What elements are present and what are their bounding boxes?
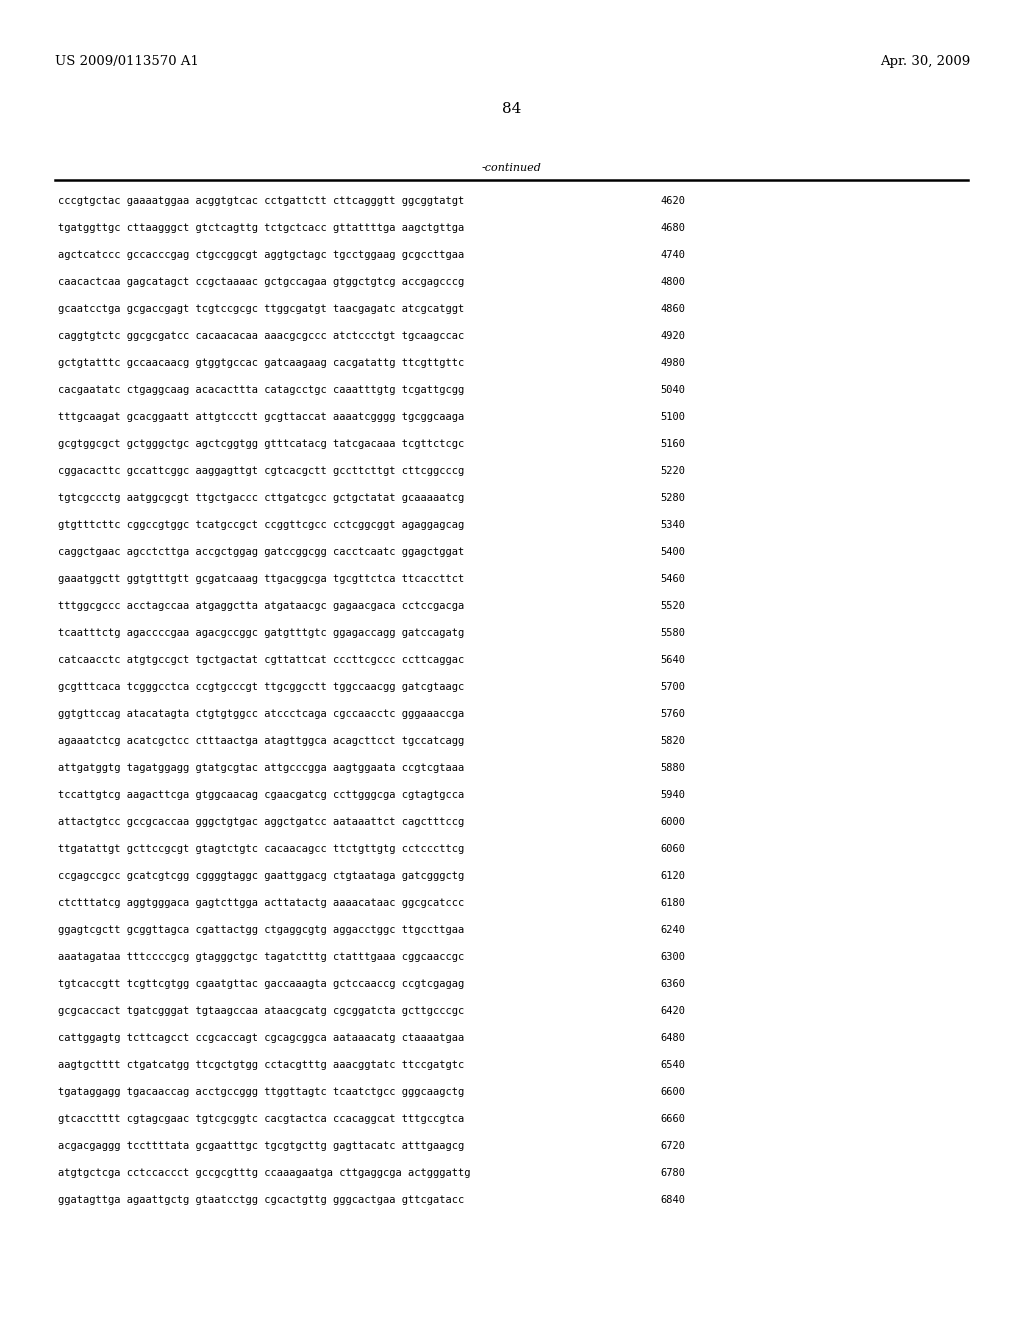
Text: 4620: 4620 (660, 195, 685, 206)
Text: ttgatattgt gcttccgcgt gtagtctgtc cacaacagcc ttctgttgtg cctcccttcg: ttgatattgt gcttccgcgt gtagtctgtc cacaaca… (58, 843, 464, 854)
Text: 5400: 5400 (660, 546, 685, 557)
Text: agaaatctcg acatcgctcc ctttaactga atagttggca acagcttcct tgccatcagg: agaaatctcg acatcgctcc ctttaactga atagttg… (58, 737, 464, 746)
Text: attactgtcc gccgcaccaa gggctgtgac aggctgatcc aataaattct cagctttccg: attactgtcc gccgcaccaa gggctgtgac aggctga… (58, 817, 464, 828)
Text: ggagtcgctt gcggttagca cgattactgg ctgaggcgtg aggacctggc ttgccttgaa: ggagtcgctt gcggttagca cgattactgg ctgaggc… (58, 925, 464, 935)
Text: 6540: 6540 (660, 1060, 685, 1071)
Text: 6720: 6720 (660, 1140, 685, 1151)
Text: tttgcaagat gcacggaatt attgtccctt gcgttaccat aaaatcgggg tgcggcaaga: tttgcaagat gcacggaatt attgtccctt gcgttac… (58, 412, 464, 422)
Text: ctctttatcg aggtgggaca gagtcttgga acttatactg aaaacataac ggcgcatccc: ctctttatcg aggtgggaca gagtcttgga acttata… (58, 898, 464, 908)
Text: caggctgaac agcctcttga accgctggag gatccggcgg cacctcaatc ggagctggat: caggctgaac agcctcttga accgctggag gatccgg… (58, 546, 464, 557)
Text: tgtcaccgtt tcgttcgtgg cgaatgttac gaccaaagta gctccaaccg ccgtcgagag: tgtcaccgtt tcgttcgtgg cgaatgttac gaccaaa… (58, 979, 464, 989)
Text: tccattgtcg aagacttcga gtggcaacag cgaacgatcg ccttgggcga cgtagtgcca: tccattgtcg aagacttcga gtggcaacag cgaacga… (58, 789, 464, 800)
Text: 5280: 5280 (660, 492, 685, 503)
Text: 5100: 5100 (660, 412, 685, 422)
Text: 5940: 5940 (660, 789, 685, 800)
Text: ggatagttga agaattgctg gtaatcctgg cgcactgttg gggcactgaa gttcgatacc: ggatagttga agaattgctg gtaatcctgg cgcactg… (58, 1195, 464, 1205)
Text: acgacgaggg tccttttata gcgaatttgc tgcgtgcttg gagttacatc atttgaagcg: acgacgaggg tccttttata gcgaatttgc tgcgtgc… (58, 1140, 464, 1151)
Text: cacgaatatc ctgaggcaag acacacttta catagcctgc caaatttgtg tcgattgcgg: cacgaatatc ctgaggcaag acacacttta catagcc… (58, 385, 464, 395)
Text: cccgtgctac gaaaatggaa acggtgtcac cctgattctt cttcagggtt ggcggtatgt: cccgtgctac gaaaatggaa acggtgtcac cctgatt… (58, 195, 464, 206)
Text: attgatggtg tagatggagg gtatgcgtac attgcccgga aagtggaata ccgtcgtaaa: attgatggtg tagatggagg gtatgcgtac attgccc… (58, 763, 464, 774)
Text: 6480: 6480 (660, 1034, 685, 1043)
Text: US 2009/0113570 A1: US 2009/0113570 A1 (55, 55, 199, 69)
Text: 5880: 5880 (660, 763, 685, 774)
Text: cggacacttc gccattcggc aaggagttgt cgtcacgctt gccttcttgt cttcggcccg: cggacacttc gccattcggc aaggagttgt cgtcacg… (58, 466, 464, 477)
Text: 6780: 6780 (660, 1168, 685, 1177)
Text: 5700: 5700 (660, 682, 685, 692)
Text: 5340: 5340 (660, 520, 685, 531)
Text: Apr. 30, 2009: Apr. 30, 2009 (880, 55, 970, 69)
Text: ggtgttccag atacatagta ctgtgtggcc atccctcaga cgccaacctc gggaaaccga: ggtgttccag atacatagta ctgtgtggcc atccctc… (58, 709, 464, 719)
Text: tgtcgccctg aatggcgcgt ttgctgaccc cttgatcgcc gctgctatat gcaaaaatcg: tgtcgccctg aatggcgcgt ttgctgaccc cttgatc… (58, 492, 464, 503)
Text: gcgtttcaca tcgggcctca ccgtgcccgt ttgcggcctt tggccaacgg gatcgtaagc: gcgtttcaca tcgggcctca ccgtgcccgt ttgcggc… (58, 682, 464, 692)
Text: 5520: 5520 (660, 601, 685, 611)
Text: caggtgtctc ggcgcgatcc cacaacacaa aaacgcgccc atctccctgt tgcaagccac: caggtgtctc ggcgcgatcc cacaacacaa aaacgcg… (58, 331, 464, 341)
Text: 6180: 6180 (660, 898, 685, 908)
Text: 6060: 6060 (660, 843, 685, 854)
Text: 6300: 6300 (660, 952, 685, 962)
Text: 5760: 5760 (660, 709, 685, 719)
Text: -continued: -continued (482, 162, 542, 173)
Text: 6360: 6360 (660, 979, 685, 989)
Text: 5040: 5040 (660, 385, 685, 395)
Text: 6660: 6660 (660, 1114, 685, 1125)
Text: 5460: 5460 (660, 574, 685, 583)
Text: 4680: 4680 (660, 223, 685, 234)
Text: 4920: 4920 (660, 331, 685, 341)
Text: 5640: 5640 (660, 655, 685, 665)
Text: tcaatttctg agaccccgaa agacgccggc gatgtttgtc ggagaccagg gatccagatg: tcaatttctg agaccccgaa agacgccggc gatgttt… (58, 628, 464, 638)
Text: cattggagtg tcttcagcct ccgcaccagt cgcagcggca aataaacatg ctaaaatgaa: cattggagtg tcttcagcct ccgcaccagt cgcagcg… (58, 1034, 464, 1043)
Text: 6240: 6240 (660, 925, 685, 935)
Text: tgatggttgc cttaagggct gtctcagttg tctgctcacc gttattttga aagctgttga: tgatggttgc cttaagggct gtctcagttg tctgctc… (58, 223, 464, 234)
Text: gtcacctttt cgtagcgaac tgtcgcggtc cacgtactca ccacaggcat tttgccgtca: gtcacctttt cgtagcgaac tgtcgcggtc cacgtac… (58, 1114, 464, 1125)
Text: aaatagataa tttccccgcg gtagggctgc tagatctttg ctatttgaaa cggcaaccgc: aaatagataa tttccccgcg gtagggctgc tagatct… (58, 952, 464, 962)
Text: tttggcgccc acctagccaa atgaggctta atgataacgc gagaacgaca cctccgacga: tttggcgccc acctagccaa atgaggctta atgataa… (58, 601, 464, 611)
Text: gaaatggctt ggtgtttgtt gcgatcaaag ttgacggcga tgcgttctca ttcaccttct: gaaatggctt ggtgtttgtt gcgatcaaag ttgacgg… (58, 574, 464, 583)
Text: aagtgctttt ctgatcatgg ttcgctgtgg cctacgtttg aaacggtatc ttccgatgtc: aagtgctttt ctgatcatgg ttcgctgtgg cctacgt… (58, 1060, 464, 1071)
Text: gcgtggcgct gctgggctgc agctcggtgg gtttcatacg tatcgacaaa tcgttctcgc: gcgtggcgct gctgggctgc agctcggtgg gtttcat… (58, 440, 464, 449)
Text: 6000: 6000 (660, 817, 685, 828)
Text: atgtgctcga cctccaccct gccgcgtttg ccaaagaatga cttgaggcga actgggattg: atgtgctcga cctccaccct gccgcgtttg ccaaaga… (58, 1168, 470, 1177)
Text: gcgcaccact tgatcgggat tgtaagccaa ataacgcatg cgcggatcta gcttgcccgc: gcgcaccact tgatcgggat tgtaagccaa ataacgc… (58, 1006, 464, 1016)
Text: gctgtatttc gccaacaacg gtggtgccac gatcaagaag cacgatattg ttcgttgttc: gctgtatttc gccaacaacg gtggtgccac gatcaag… (58, 358, 464, 368)
Text: 6420: 6420 (660, 1006, 685, 1016)
Text: 6600: 6600 (660, 1086, 685, 1097)
Text: 6840: 6840 (660, 1195, 685, 1205)
Text: ccgagccgcc gcatcgtcgg cggggtaggc gaattggacg ctgtaataga gatcgggctg: ccgagccgcc gcatcgtcgg cggggtaggc gaattgg… (58, 871, 464, 880)
Text: 5820: 5820 (660, 737, 685, 746)
Text: catcaacctc atgtgccgct tgctgactat cgttattcat cccttcgccc ccttcaggac: catcaacctc atgtgccgct tgctgactat cgttatt… (58, 655, 464, 665)
Text: 5220: 5220 (660, 466, 685, 477)
Text: agctcatccc gccacccgag ctgccggcgt aggtgctagc tgcctggaag gcgccttgaa: agctcatccc gccacccgag ctgccggcgt aggtgct… (58, 249, 464, 260)
Text: 84: 84 (503, 102, 521, 116)
Text: 4800: 4800 (660, 277, 685, 286)
Text: 5580: 5580 (660, 628, 685, 638)
Text: 5160: 5160 (660, 440, 685, 449)
Text: gtgtttcttc cggccgtggc tcatgccgct ccggttcgcc cctcggcggt agaggagcag: gtgtttcttc cggccgtggc tcatgccgct ccggttc… (58, 520, 464, 531)
Text: tgataggagg tgacaaccag acctgccggg ttggttagtc tcaatctgcc gggcaagctg: tgataggagg tgacaaccag acctgccggg ttggtta… (58, 1086, 464, 1097)
Text: 6120: 6120 (660, 871, 685, 880)
Text: 4860: 4860 (660, 304, 685, 314)
Text: 4980: 4980 (660, 358, 685, 368)
Text: gcaatcctga gcgaccgagt tcgtccgcgc ttggcgatgt taacgagatc atcgcatggt: gcaatcctga gcgaccgagt tcgtccgcgc ttggcga… (58, 304, 464, 314)
Text: 4740: 4740 (660, 249, 685, 260)
Text: caacactcaa gagcatagct ccgctaaaac gctgccagaa gtggctgtcg accgagcccg: caacactcaa gagcatagct ccgctaaaac gctgcca… (58, 277, 464, 286)
